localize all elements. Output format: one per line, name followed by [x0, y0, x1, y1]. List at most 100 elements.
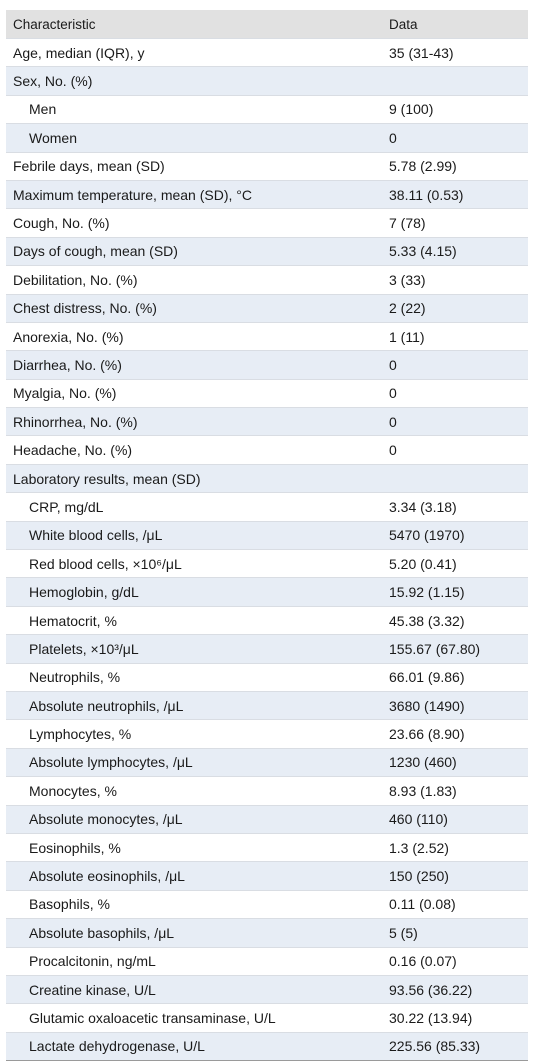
row-characteristic: Headache, No. (%) [13, 442, 133, 459]
table-row: Creatine kinase, U/L 93.56 (36.22) [6, 975, 528, 1004]
row-characteristic: Days of cough, mean (SD) [13, 243, 178, 260]
row-characteristic: Women [29, 129, 77, 146]
row-data: 0.16 (0.07) [389, 953, 457, 970]
row-characteristic: Hemoglobin, g/dL [29, 584, 139, 601]
table-row: Debilitation, No. (%) 3 (33) [6, 265, 528, 295]
row-data: 45.38 (3.32) [389, 612, 465, 629]
row-characteristic: Platelets, ×10³/μL [29, 640, 139, 657]
row-data: 0 [389, 385, 397, 402]
table-row: Monocytes, % 8.93 (1.83) [6, 776, 528, 806]
header-row: Characteristic Data [6, 10, 528, 39]
table-row: Diarrhea, No. (%) 0 [6, 350, 528, 380]
row-characteristic: Cough, No. (%) [13, 215, 110, 232]
table-row: Platelets, ×10³/μL 155.67 (67.80) [6, 634, 528, 664]
row-data: 0 [389, 356, 397, 373]
row-data: 2 (22) [389, 300, 426, 317]
table-row: Laboratory results, mean (SD) [6, 464, 528, 493]
row-data: 23.66 (8.90) [389, 726, 465, 743]
table-row: Cough, No. (%) 7 (78) [6, 208, 528, 238]
table-row: Absolute lymphocytes, /μL 1230 (460) [6, 748, 528, 777]
row-data: 155.67 (67.80) [389, 640, 481, 657]
row-characteristic: Basophils, % [29, 896, 110, 913]
row-data: 30.22 (13.94) [389, 1009, 473, 1026]
row-data: 38.11 (0.53) [389, 186, 464, 203]
table-row: Absolute neutrophils, /μL 3680 (1490) [6, 691, 528, 720]
row-data: 3.34 (3.18) [389, 498, 457, 515]
row-data: 93.56 (36.22) [389, 981, 473, 998]
row-data: 5 (5) [389, 924, 418, 941]
table-row: Neutrophils, % 66.01 (9.86) [6, 663, 528, 692]
row-characteristic: Absolute basophils, /μL [29, 924, 175, 941]
table-row: Days of cough, mean (SD) 5.33 (4.15) [6, 237, 528, 266]
table-body: Age, median (IQR), y 35 (31-43) Sex, No. (… [6, 38, 528, 1061]
row-data [382, 464, 528, 492]
row-characteristic: White blood cells, /μL [29, 527, 163, 544]
row-data: 5.33 (4.15) [389, 243, 457, 260]
row-data: 0 [389, 129, 397, 146]
row-characteristic: Sex, No. (%) [13, 73, 93, 90]
row-characteristic: Absolute neutrophils, /μL [29, 697, 184, 714]
table-row: Febrile days, mean (SD) 5.78 (2.99) [6, 152, 528, 181]
table-row: Basophils, % 0.11 (0.08) [6, 890, 528, 919]
row-data: 8.93 (1.83) [389, 782, 457, 799]
row-data: 3680 (1490) [389, 697, 465, 714]
row-characteristic: Red blood cells, ×10⁶/μL [29, 555, 182, 572]
table-row: Hematocrit, % 45.38 (3.32) [6, 606, 528, 635]
row-characteristic: CRP, mg/dL [29, 498, 104, 515]
row-characteristic: Anorexia, No. (%) [13, 328, 124, 345]
row-characteristic: Monocytes, % [29, 782, 117, 799]
table-row: White blood cells, /μL 5470 (1970) [6, 521, 528, 550]
row-data: 1 (11) [389, 328, 425, 345]
row-characteristic: Neutrophils, % [29, 669, 121, 686]
row-data: 5470 (1970) [389, 527, 465, 544]
row-characteristic: Absolute monocytes, /μL [29, 811, 183, 828]
row-data: 0 [389, 442, 397, 459]
row-characteristic: Age, median (IQR), y [13, 44, 145, 61]
table-row: Lactate dehydrogenase, U/L 225.56 (85.33) [6, 1032, 528, 1061]
row-characteristic: Maximum temperature, mean (SD), °C [13, 186, 252, 203]
table-row: Maximum temperature, mean (SD), °C 38.11 … [6, 180, 528, 209]
row-characteristic: Lactate dehydrogenase, U/L [29, 1038, 205, 1055]
row-data: 0.11 (0.08) [389, 896, 456, 913]
row-data: 1230 (460) [389, 754, 457, 771]
row-data: 5.78 (2.99) [389, 158, 457, 175]
table-row: Headache, No. (%) 0 [6, 435, 528, 465]
row-characteristic: Eosinophils, % [29, 839, 121, 856]
table-row: CRP, mg/dL 3.34 (3.18) [6, 492, 528, 522]
row-data: 150 (250) [389, 868, 449, 885]
row-characteristic: Chest distress, No. (%) [13, 300, 157, 317]
table-row: Anorexia, No. (%) 1 (11) [6, 322, 528, 351]
table-row: Women 0 [6, 123, 528, 153]
table-row: Absolute eosinophils, /μL 150 (250) [6, 861, 528, 891]
row-characteristic: Debilitation, No. (%) [13, 271, 138, 288]
row-data: 3 (33) [389, 271, 426, 288]
row-characteristic: Lymphocytes, % [29, 726, 132, 743]
row-data: 1.3 (2.52) [389, 839, 449, 856]
header-data: Data [389, 16, 418, 32]
row-characteristic: Men [29, 101, 57, 118]
table-row: Procalcitonin, ng/mL 0.16 (0.07) [6, 947, 528, 976]
row-characteristic: Glutamic oxaloacetic transaminase, U/L [29, 1009, 276, 1026]
row-data [382, 67, 528, 95]
table-row: Absolute basophils, /μL 5 (5) [6, 918, 528, 947]
row-characteristic: Procalcitonin, ng/mL [29, 953, 156, 970]
table-row: Rhinorrhea, No. (%) 0 [6, 407, 528, 436]
row-characteristic: Diarrhea, No. (%) [13, 356, 122, 373]
table-row: Chest distress, No. (%) 2 (22) [6, 294, 528, 323]
table-row: Sex, No. (%) [6, 66, 528, 96]
table-row: Age, median (IQR), y 35 (31-43) [6, 38, 528, 67]
row-data: 66.01 (9.86) [389, 669, 465, 686]
table-row: Lymphocytes, % 23.66 (8.90) [6, 719, 528, 749]
row-characteristic: Hematocrit, % [29, 612, 117, 629]
row-characteristic: Absolute lymphocytes, /μL [29, 754, 193, 771]
table-header: Characteristic Data [6, 10, 528, 39]
row-characteristic: Absolute eosinophils, /μL [29, 868, 185, 885]
row-data: 225.56 (85.33) [389, 1038, 481, 1055]
row-data: 35 (31-43) [389, 44, 454, 61]
row-data: 7 (78) [389, 215, 426, 232]
characteristics-table-container: Characteristic Data Age, median (IQR), y… [6, 10, 528, 1061]
table-row: Glutamic oxaloacetic transaminase, U/L 30… [6, 1003, 528, 1033]
table-row: Absolute monocytes, /μL 460 (110) [6, 805, 528, 834]
row-data: 15.92 (1.15) [389, 584, 465, 601]
header-characteristic: Characteristic [13, 16, 96, 32]
